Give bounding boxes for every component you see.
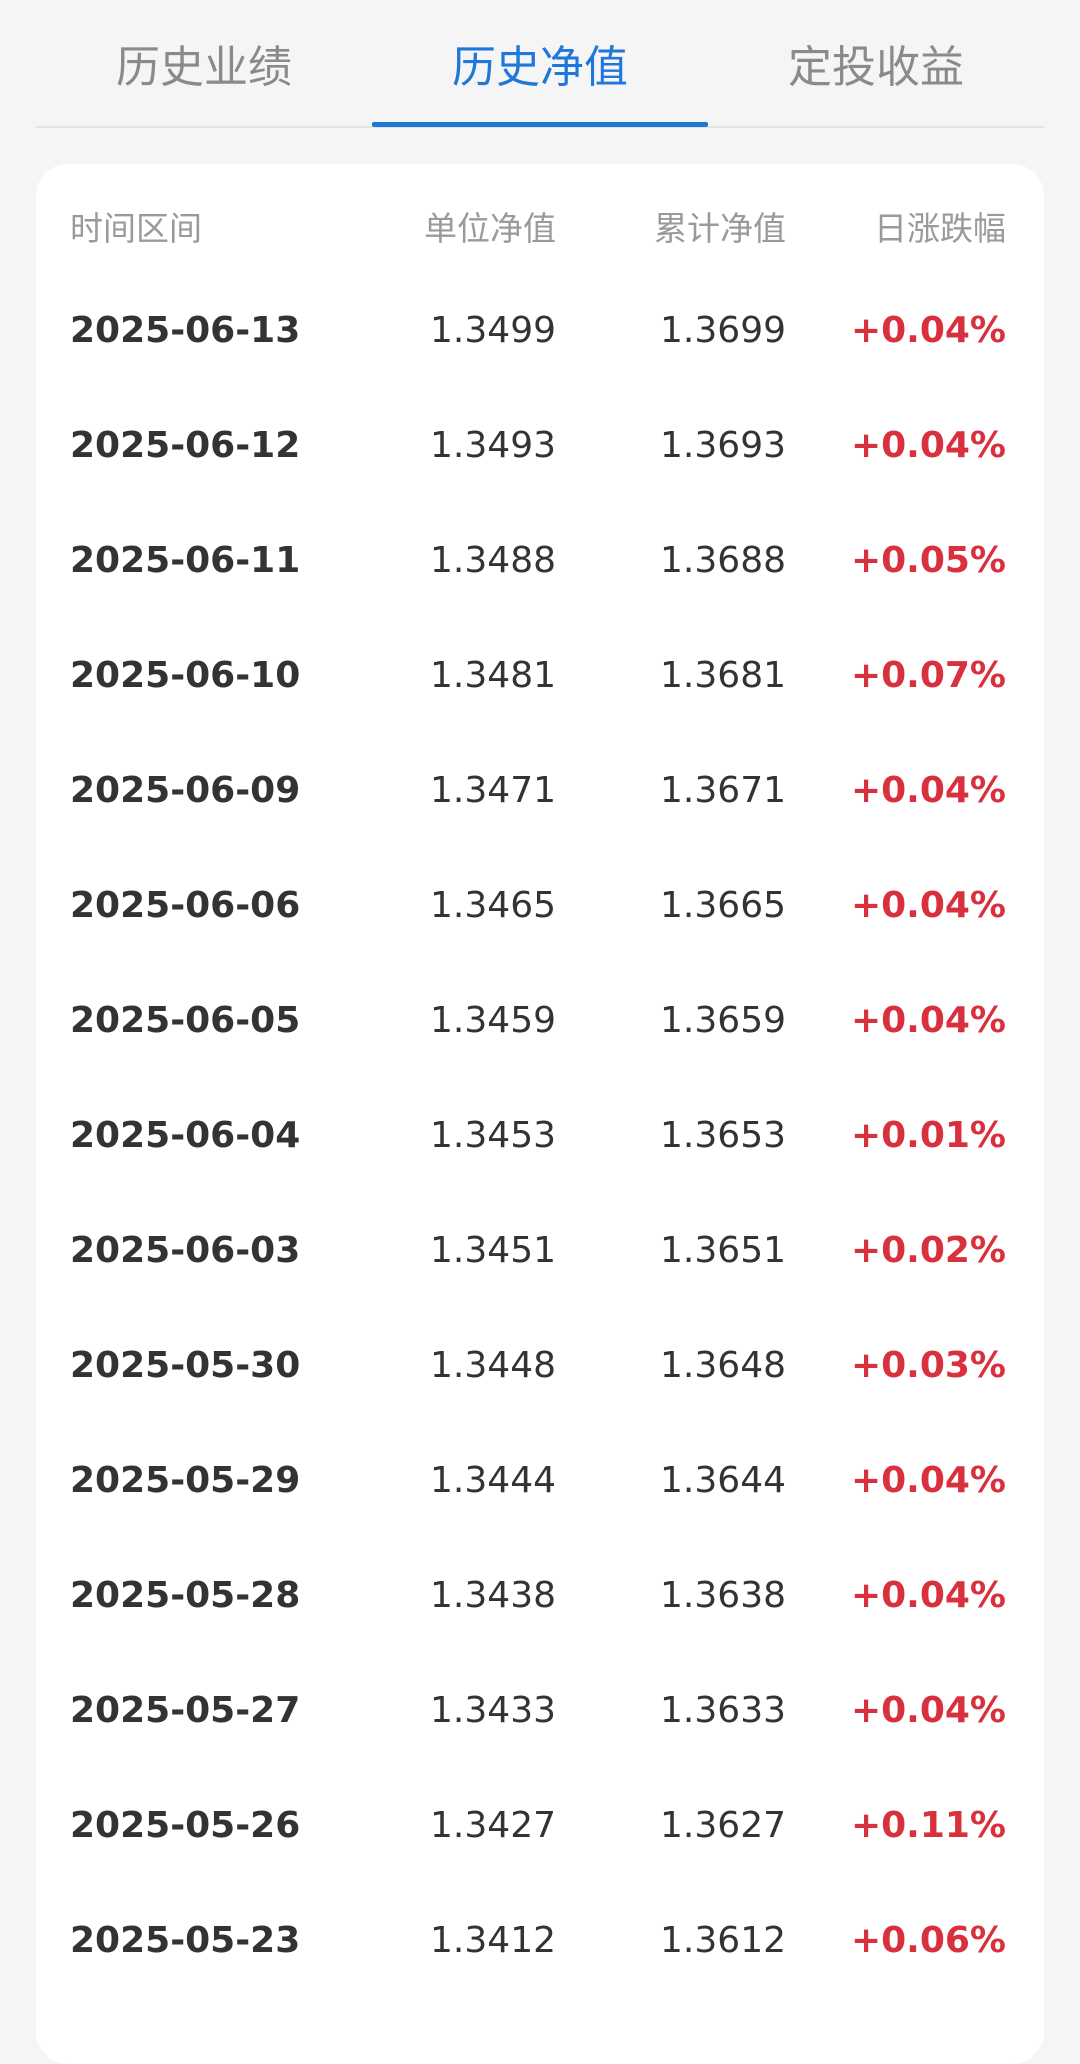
row-unit-nav: 1.3493 [430,425,556,466]
row-accumulated-nav: 1.3644 [660,1460,786,1501]
table-row[interactable]: 2025-05-27 1.3433 1.3633 +0.04% [36,1654,1044,1769]
row-unit-nav: 1.3438 [430,1575,556,1616]
row-accumulated-nav: 1.3693 [660,425,786,466]
row-unit-nav: 1.3433 [430,1690,556,1731]
table-row[interactable]: 2025-06-13 1.3499 1.3699 +0.04% [36,274,1044,389]
row-date: 2025-06-10 [70,655,301,696]
row-date: 2025-05-26 [70,1805,301,1846]
row-unit-nav: 1.3465 [430,885,556,926]
row-unit-nav: 1.3427 [430,1805,556,1846]
row-accumulated-nav: 1.3633 [660,1690,786,1731]
row-date: 2025-05-29 [70,1460,301,1501]
row-date: 2025-06-03 [70,1230,301,1271]
row-date: 2025-06-06 [70,885,301,926]
row-daily-change: +0.04% [850,1460,1006,1501]
row-accumulated-nav: 1.3627 [660,1805,786,1846]
row-accumulated-nav: 1.3638 [660,1575,786,1616]
row-unit-nav: 1.3499 [430,310,556,351]
table-row[interactable]: 2025-06-03 1.3451 1.3651 +0.02% [36,1194,1044,1309]
row-date: 2025-05-28 [70,1575,301,1616]
row-accumulated-nav: 1.3653 [660,1115,786,1156]
row-daily-change: +0.04% [850,770,1006,811]
row-accumulated-nav: 1.3699 [660,310,786,351]
row-accumulated-nav: 1.3681 [660,655,786,696]
row-unit-nav: 1.3448 [430,1345,556,1386]
row-daily-change: +0.04% [850,1000,1006,1041]
tab-sip-returns[interactable]: 定投收益 [788,42,964,93]
tab-historical-nav[interactable]: 历史净值 [452,42,628,93]
row-accumulated-nav: 1.3651 [660,1230,786,1271]
table-row[interactable]: 2025-05-30 1.3448 1.3648 +0.03% [36,1309,1044,1424]
row-daily-change: +0.04% [850,885,1006,926]
table-row[interactable]: 2025-06-04 1.3453 1.3653 +0.01% [36,1079,1044,1194]
header-date: 时间区间 [70,209,202,248]
row-unit-nav: 1.3471 [430,770,556,811]
row-daily-change: +0.02% [850,1230,1006,1271]
tab-bar: 历史业绩 历史净值 定投收益 [36,0,1044,128]
row-date: 2025-06-04 [70,1115,301,1156]
active-tab-indicator [372,122,708,127]
table-row[interactable]: 2025-05-26 1.3427 1.3627 +0.11% [36,1769,1044,1884]
table-row[interactable]: 2025-05-23 1.3412 1.3612 +0.06% [36,1884,1044,1999]
row-unit-nav: 1.3412 [430,1920,556,1961]
row-date: 2025-06-05 [70,1000,301,1041]
row-accumulated-nav: 1.3612 [660,1920,786,1961]
row-accumulated-nav: 1.3659 [660,1000,786,1041]
row-daily-change: +0.03% [850,1345,1006,1386]
table-row[interactable]: 2025-06-12 1.3493 1.3693 +0.04% [36,389,1044,504]
table-row[interactable]: 2025-06-10 1.3481 1.3681 +0.07% [36,619,1044,734]
row-date: 2025-06-12 [70,425,301,466]
row-unit-nav: 1.3488 [430,540,556,581]
row-daily-change: +0.07% [850,655,1006,696]
row-date: 2025-06-09 [70,770,301,811]
table-row[interactable]: 2025-05-29 1.3444 1.3644 +0.04% [36,1424,1044,1539]
row-unit-nav: 1.3453 [430,1115,556,1156]
row-daily-change: +0.04% [850,1575,1006,1616]
header-unit-nav: 单位净值 [424,209,556,248]
row-daily-change: +0.05% [850,540,1006,581]
table-header: 时间区间 单位净值 累计净值 日涨跌幅 [36,204,1044,254]
row-date: 2025-06-13 [70,310,301,351]
table-row[interactable]: 2025-06-11 1.3488 1.3688 +0.05% [36,504,1044,619]
header-daily-change: 日涨跌幅 [874,209,1006,248]
table-row[interactable]: 2025-06-06 1.3465 1.3665 +0.04% [36,849,1044,964]
row-date: 2025-05-27 [70,1690,301,1731]
table-row[interactable]: 2025-06-09 1.3471 1.3671 +0.04% [36,734,1044,849]
row-daily-change: +0.04% [850,310,1006,351]
row-daily-change: +0.04% [850,1690,1006,1731]
nav-table-card: 时间区间 单位净值 累计净值 日涨跌幅 2025-06-13 1.3499 1.… [36,164,1044,2064]
row-accumulated-nav: 1.3648 [660,1345,786,1386]
row-date: 2025-05-30 [70,1345,301,1386]
row-accumulated-nav: 1.3688 [660,540,786,581]
row-unit-nav: 1.3451 [430,1230,556,1271]
row-daily-change: +0.06% [850,1920,1006,1961]
row-daily-change: +0.11% [850,1805,1006,1846]
table-row[interactable]: 2025-06-05 1.3459 1.3659 +0.04% [36,964,1044,1079]
row-unit-nav: 1.3444 [430,1460,556,1501]
tab-historical-performance[interactable]: 历史业绩 [116,42,292,93]
row-daily-change: +0.04% [850,425,1006,466]
row-unit-nav: 1.3481 [430,655,556,696]
header-accumulated-nav: 累计净值 [654,209,786,248]
row-accumulated-nav: 1.3665 [660,885,786,926]
row-date: 2025-06-11 [70,540,301,581]
row-accumulated-nav: 1.3671 [660,770,786,811]
row-daily-change: +0.01% [850,1115,1006,1156]
row-unit-nav: 1.3459 [430,1000,556,1041]
table-row[interactable]: 2025-05-28 1.3438 1.3638 +0.04% [36,1539,1044,1654]
row-date: 2025-05-23 [70,1920,301,1961]
